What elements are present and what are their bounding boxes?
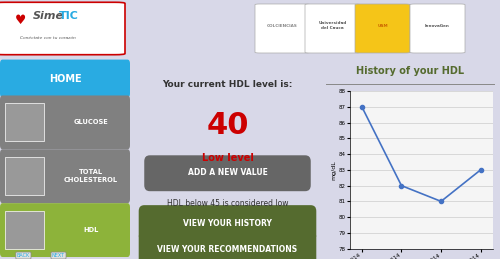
FancyBboxPatch shape [138,231,316,259]
Text: COLCIENCIAS: COLCIENCIAS [267,24,298,28]
Text: Universidad
del Cauca: Universidad del Cauca [318,21,346,30]
Text: Conéctate con tu corazón: Conéctate con tu corazón [20,37,76,40]
FancyBboxPatch shape [0,60,130,97]
Bar [5,211,44,249]
FancyBboxPatch shape [144,155,311,191]
Text: BACK: BACK [17,253,30,258]
Text: 40: 40 [206,111,249,140]
Text: Sime: Sime [32,11,64,21]
Text: Low level: Low level [202,153,254,163]
FancyBboxPatch shape [355,4,410,53]
Text: Your current HDL level is:: Your current HDL level is: [162,80,292,89]
Text: NEXT: NEXT [52,253,65,258]
FancyBboxPatch shape [0,203,130,257]
Text: TIC: TIC [59,11,79,21]
Text: TOTAL
CHOLESTEROL: TOTAL CHOLESTEROL [64,169,118,183]
FancyBboxPatch shape [0,96,130,149]
FancyBboxPatch shape [0,2,125,55]
Text: HDL: HDL [84,227,98,233]
Text: ADD A NEW VALUE: ADD A NEW VALUE [188,168,268,177]
Text: History of your HDL: History of your HDL [356,66,464,76]
FancyBboxPatch shape [0,149,130,203]
FancyBboxPatch shape [255,4,310,53]
Y-axis label: mg/dL: mg/dL [331,160,336,180]
FancyBboxPatch shape [305,4,360,53]
FancyBboxPatch shape [410,4,465,53]
Text: VIEW YOUR HISTORY: VIEW YOUR HISTORY [183,219,272,228]
Text: VIEW YOUR RECOMMENDATIONS: VIEW YOUR RECOMMENDATIONS [158,245,298,254]
Text: InnovaGen: InnovaGen [425,24,450,28]
Text: HOME: HOME [48,74,82,83]
Text: UAM: UAM [377,24,388,28]
Text: HDL below 45 is considered low: HDL below 45 is considered low [167,199,288,208]
Bar [5,103,44,141]
FancyBboxPatch shape [138,205,316,241]
Text: GLUCOSE: GLUCOSE [74,119,108,125]
Text: ♥: ♥ [15,14,26,27]
Bar [5,157,44,195]
